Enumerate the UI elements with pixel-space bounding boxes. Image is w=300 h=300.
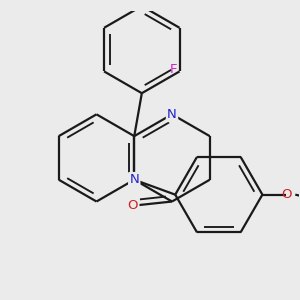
Text: O: O (128, 199, 138, 212)
Text: N: N (167, 108, 177, 121)
Text: N: N (129, 173, 139, 186)
Text: O: O (281, 188, 292, 201)
Text: F: F (170, 63, 177, 76)
